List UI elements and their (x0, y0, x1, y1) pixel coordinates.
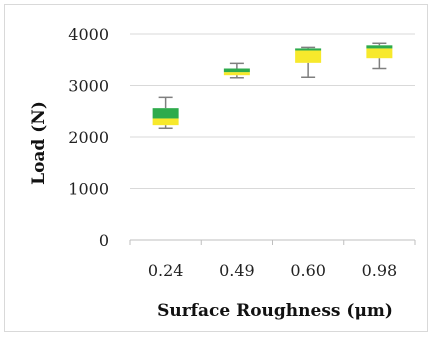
box-plot-0.24 (152, 96, 179, 129)
x-tick-label: 0.60 (290, 261, 326, 280)
lower-box (152, 118, 179, 126)
upper-box (152, 108, 179, 119)
y-axis-title: Load (N) (29, 101, 49, 185)
axes (129, 239, 416, 245)
y-tick-label: 0 (99, 231, 109, 250)
box-plot-0.60 (295, 46, 322, 79)
x-tick-label: 0.49 (219, 261, 255, 280)
gridlines (130, 33, 415, 189)
upper-box (223, 68, 250, 73)
x-tick-label: 0.98 (362, 261, 398, 280)
x-tick-labels: 0.24 0.49 0.60 0.98 (148, 261, 397, 280)
upper-box (295, 48, 322, 51)
y-tick-label: 1000 (68, 180, 109, 199)
box-plot-0.98 (366, 42, 393, 70)
box-plot-0.49 (223, 62, 250, 79)
y-tick-label: 3000 (68, 77, 109, 96)
x-tick-label: 0.24 (148, 261, 184, 280)
y-tick-label: 2000 (68, 128, 109, 147)
y-tick-labels: 0 1000 2000 3000 4000 (68, 25, 109, 250)
lower-box (223, 72, 250, 76)
lower-box (295, 50, 322, 63)
y-tick-label: 4000 (68, 25, 109, 44)
lower-box (366, 48, 393, 59)
boxes (152, 42, 393, 129)
x-axis-title: Surface Roughness (μm) (157, 301, 393, 321)
chart-frame (4, 4, 428, 332)
upper-box (366, 45, 393, 49)
